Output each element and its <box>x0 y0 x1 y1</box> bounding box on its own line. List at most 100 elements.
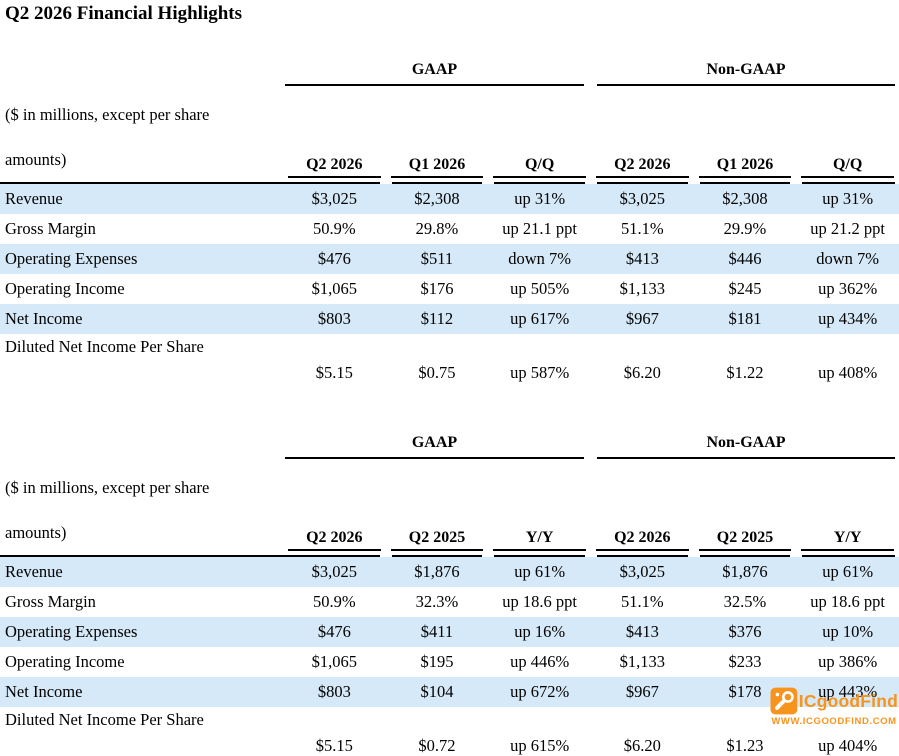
table-cell: up 386% <box>818 652 878 671</box>
column-header: Q2 2025 <box>698 529 792 551</box>
column-header-row: ($ in millions, except per share amounts… <box>0 86 899 182</box>
row-label: Revenue <box>5 562 63 581</box>
group-header-non-gaap: Non-GAAP <box>597 434 895 459</box>
table-cell: up 434% <box>818 309 878 328</box>
group-header-gaap: GAAP <box>285 434 584 459</box>
table-cell: $1.22 <box>726 363 764 382</box>
table-cell: $1,133 <box>619 652 665 671</box>
table-cell: up 31% <box>514 189 566 208</box>
table-cell: $3,025 <box>619 562 665 581</box>
table-cell: $967 <box>625 682 659 701</box>
column-header: Y/Y <box>493 529 586 551</box>
table-cell: $413 <box>625 622 659 641</box>
table-cell: $1,133 <box>619 279 665 298</box>
qoq-table: GAAP Non-GAAP ($ in millions, except per… <box>0 59 899 386</box>
column-header-row: ($ in millions, except per share amounts… <box>0 459 899 555</box>
column-header: Q2 2026 <box>288 529 381 551</box>
table-cell: up 18.6 ppt <box>502 592 578 611</box>
table-cell: $112 <box>420 309 454 328</box>
group-header-row: GAAP Non-GAAP <box>0 59 899 86</box>
table-cell: $3,025 <box>619 189 665 208</box>
column-header: Q/Q <box>801 156 894 178</box>
table-cell: 32.3% <box>415 592 459 611</box>
table-cell: $413 <box>625 249 659 268</box>
group-header-gaap: GAAP <box>285 61 584 86</box>
table-cell: $1,876 <box>414 562 460 581</box>
table-cell: $3,025 <box>311 189 358 208</box>
table-cell: $803 <box>317 682 351 701</box>
table-cell: $6.20 <box>623 736 661 755</box>
column-header: Q2 2026 <box>595 156 689 178</box>
table-row: Net Income $803 $104 up 672% $967 $178 u… <box>0 677 899 707</box>
table-cell: $5.15 <box>315 363 353 382</box>
table-cell: $2,308 <box>722 189 768 208</box>
table-cell: $104 <box>420 682 454 701</box>
column-header: Q2 2025 <box>390 529 484 551</box>
table-cell: up 18.6 ppt <box>810 592 886 611</box>
row-label: Net Income <box>5 682 83 701</box>
table-cell: up 10% <box>822 622 874 641</box>
table-cell: $803 <box>317 309 351 328</box>
header-rule <box>0 182 899 184</box>
row-label: Operating Income <box>5 279 125 298</box>
yoy-table: GAAP Non-GAAP ($ in millions, except per… <box>0 432 899 756</box>
row-label: Gross Margin <box>5 592 96 611</box>
table-cell: $446 <box>728 249 762 268</box>
table-row: Gross Margin 50.9% 29.8% up 21.1 ppt 51.… <box>0 214 899 244</box>
row-label: Diluted Net Income Per Share <box>5 710 204 729</box>
table-cell: $245 <box>728 279 762 298</box>
table-cell: $476 <box>317 249 351 268</box>
table-cell: $3,025 <box>311 562 358 581</box>
table-row: Revenue $3,025 $1,876 up 61% $3,025 $1,8… <box>0 557 899 587</box>
column-header: Q/Q <box>493 156 586 178</box>
table-cell: 29.9% <box>723 219 767 238</box>
table-cell: up 587% <box>510 363 570 382</box>
table-cell: up 61% <box>514 562 566 581</box>
row-values: $5.15 $0.72 up 615% $6.20 $1.23 up 404% <box>0 733 899 756</box>
table-cell: 51.1% <box>621 219 664 238</box>
table-cell: $967 <box>625 309 659 328</box>
watermark-name: ICgoodFind <box>798 690 898 711</box>
group-header-row: GAAP Non-GAAP <box>0 432 899 459</box>
table-cell: down 7% <box>816 249 880 268</box>
table-cell: $6.20 <box>623 363 661 382</box>
table-row: Operating Expenses $476 $511 down 7% $41… <box>0 244 899 274</box>
table-cell: $1.23 <box>726 736 764 755</box>
row-label: Operating Expenses <box>5 249 138 268</box>
table-row: Operating Income $1,065 $195 up 446% $1,… <box>0 647 899 677</box>
row-label: Gross Margin <box>5 219 96 238</box>
table-cell: $5.15 <box>315 736 353 755</box>
table-cell: $1,065 <box>311 652 358 671</box>
table-cell: up 362% <box>818 279 878 298</box>
table-cell: 29.8% <box>415 219 459 238</box>
row-label: Operating Income <box>5 652 125 671</box>
row-label: Net Income <box>5 309 83 328</box>
table-cell: 50.9% <box>313 219 356 238</box>
table-cell: $0.72 <box>418 736 456 755</box>
group-header-non-gaap: Non-GAAP <box>597 61 895 86</box>
table-cell: up 21.1 ppt <box>502 219 578 238</box>
table-cell: 51.1% <box>621 592 664 611</box>
table-row: Revenue $3,025 $2,308 up 31% $3,025 $2,3… <box>0 184 899 214</box>
table-row: Gross Margin 50.9% 32.3% up 18.6 ppt 51.… <box>0 587 899 617</box>
table-cell: $476 <box>317 622 351 641</box>
row-values: $5.15 $0.75 up 587% $6.20 $1.22 up 408% <box>0 360 899 386</box>
row-label: Revenue <box>5 189 63 208</box>
table-cell: $1,065 <box>311 279 358 298</box>
table-row: Net Income $803 $112 up 617% $967 $181 u… <box>0 304 899 334</box>
table-cell: $376 <box>728 622 762 641</box>
table-cell: up 31% <box>822 189 874 208</box>
table-cell: $195 <box>420 652 454 671</box>
column-header: Q1 2026 <box>698 156 792 178</box>
table-cell: $233 <box>728 652 762 671</box>
table-cell: $181 <box>728 309 762 328</box>
table-cell: up 408% <box>818 363 878 382</box>
magnifier-wrench-icon <box>770 687 798 715</box>
table-cell: $1,876 <box>722 562 768 581</box>
watermark-url: WWW.ICGOODFIND.COM <box>771 716 897 727</box>
header-rule <box>0 555 899 557</box>
table-cell: up 443% <box>818 682 878 701</box>
row-label: Operating Expenses <box>5 622 138 641</box>
table-cell: 50.9% <box>313 592 356 611</box>
